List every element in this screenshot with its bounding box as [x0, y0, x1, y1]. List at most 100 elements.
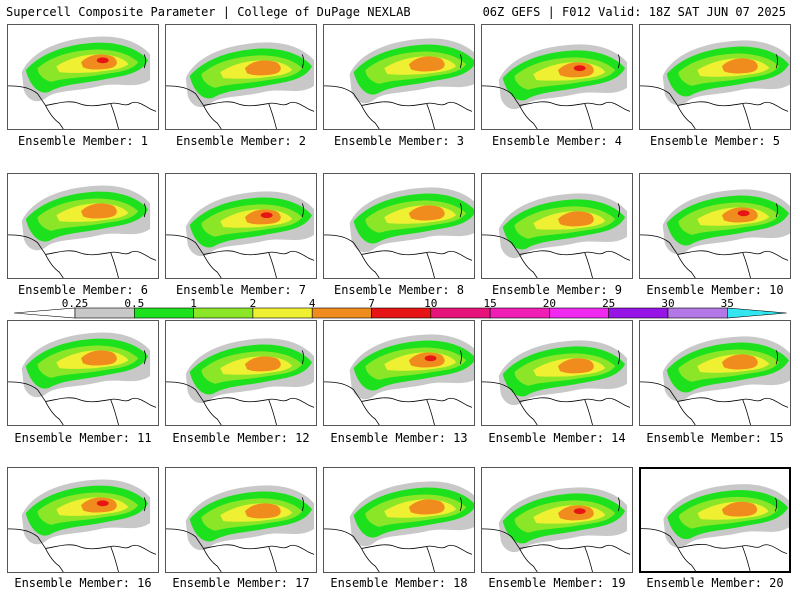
scp-contours [498, 487, 628, 553]
scp-map [482, 44, 631, 129]
legend-swatch [134, 307, 194, 319]
ensemble-panel [481, 320, 633, 426]
scp-map [166, 191, 315, 278]
scp-contours [498, 44, 628, 110]
scp-contours [185, 42, 315, 108]
ensemble-panel [323, 173, 475, 279]
member-caption: Ensemble Member: 3 [333, 134, 465, 148]
coastline [482, 350, 631, 425]
coastline [166, 350, 315, 425]
ensemble-panel [639, 320, 791, 426]
legend-label: 0.25 [61, 297, 89, 310]
scp-map [324, 481, 474, 572]
coastline [8, 350, 157, 425]
scp-map [166, 42, 315, 129]
ensemble-panel [639, 467, 791, 573]
scp-contours [21, 479, 151, 545]
scp-map [641, 484, 789, 571]
member-caption: Ensemble Member: 13 [330, 431, 468, 445]
coastline [8, 497, 157, 572]
legend-swatch [371, 307, 432, 319]
coastline [8, 203, 157, 278]
member-caption: Ensemble Member: 12 [172, 431, 310, 445]
scp-map [324, 334, 474, 425]
legend-swatch [726, 307, 787, 319]
member-caption: Ensemble Member: 9 [491, 283, 623, 297]
scp-contours [663, 484, 789, 548]
ensemble-panel [639, 24, 791, 130]
member-caption: Ensemble Member: 2 [175, 134, 307, 148]
legend-label: 0.5 [124, 297, 145, 310]
scp-map [166, 485, 315, 572]
legend-swatch [549, 307, 610, 319]
coastline [482, 54, 631, 129]
scp-contours [498, 340, 628, 406]
legend-swatch [311, 307, 372, 319]
scp-map [640, 40, 790, 129]
scp-map [482, 193, 631, 278]
legend-label: 2 [249, 297, 257, 310]
scp-contours [185, 338, 315, 404]
coastline [8, 54, 157, 129]
ensemble-panel [323, 467, 475, 573]
scp-map [8, 332, 157, 425]
ensemble-panel [481, 467, 633, 573]
member-caption: Ensemble Member: 15 [646, 431, 784, 445]
coastline [324, 350, 473, 425]
scp-contours [349, 334, 474, 400]
coastline [641, 497, 788, 571]
legend-labels: 0.25 0.5 1 2 4 7 10 15 20 25 30 35 [0, 297, 800, 311]
color-legend [13, 307, 787, 319]
member-caption: Ensemble Member: 17 [172, 576, 310, 590]
ensemble-panel [481, 24, 633, 130]
ensemble-panel [481, 173, 633, 279]
scp-map [640, 336, 790, 425]
member-caption: Ensemble Member: 16 [14, 576, 152, 590]
ensemble-panel [323, 320, 475, 426]
scp-map [8, 36, 157, 129]
legend-label: 15 [483, 297, 497, 310]
legend-label: 25 [602, 297, 616, 310]
coastline [640, 54, 789, 129]
member-caption: Ensemble Member: 20 [646, 576, 784, 590]
coastline [482, 497, 631, 572]
member-caption: Ensemble Member: 5 [649, 134, 781, 148]
ensemble-panel [165, 320, 317, 426]
legend-swatch [489, 307, 550, 319]
legend-swatch [430, 307, 491, 319]
scp-contours [349, 38, 474, 104]
legend-label: 4 [308, 297, 316, 310]
scp-map [8, 185, 157, 278]
scp-contours [662, 336, 790, 402]
ensemble-panel [7, 320, 159, 426]
scp-map [482, 487, 631, 572]
coastline [166, 497, 315, 572]
coastline [324, 497, 473, 572]
member-caption: Ensemble Member: 19 [488, 576, 626, 590]
ensemble-panel [165, 24, 317, 130]
coastline [166, 203, 315, 278]
member-caption: Ensemble Member: 8 [333, 283, 465, 297]
coastline [640, 203, 789, 278]
scp-contours [21, 185, 151, 251]
run-info: 06Z GEFS | F012 Valid: 18Z SAT JUN 07 20… [482, 5, 786, 19]
scp-map [324, 38, 474, 129]
coastline [166, 54, 315, 129]
ensemble-panel [165, 173, 317, 279]
scp-map [8, 479, 157, 572]
ensemble-panel [7, 467, 159, 573]
legend-label: 10 [424, 297, 438, 310]
legend-label: 1 [190, 297, 197, 310]
legend-arrow-left [13, 307, 76, 319]
scp-contours [498, 193, 628, 259]
scp-map [324, 187, 474, 278]
scp-contours [185, 191, 315, 257]
scp-map [640, 189, 790, 278]
legend-label: 7 [368, 297, 375, 310]
page-title: Supercell Composite Parameter | College … [6, 5, 411, 19]
member-caption: Ensemble Member: 6 [17, 283, 149, 297]
scp-contours [349, 481, 474, 547]
scp-contours [21, 332, 151, 398]
coastline [324, 54, 473, 129]
member-caption: Ensemble Member: 14 [488, 431, 626, 445]
